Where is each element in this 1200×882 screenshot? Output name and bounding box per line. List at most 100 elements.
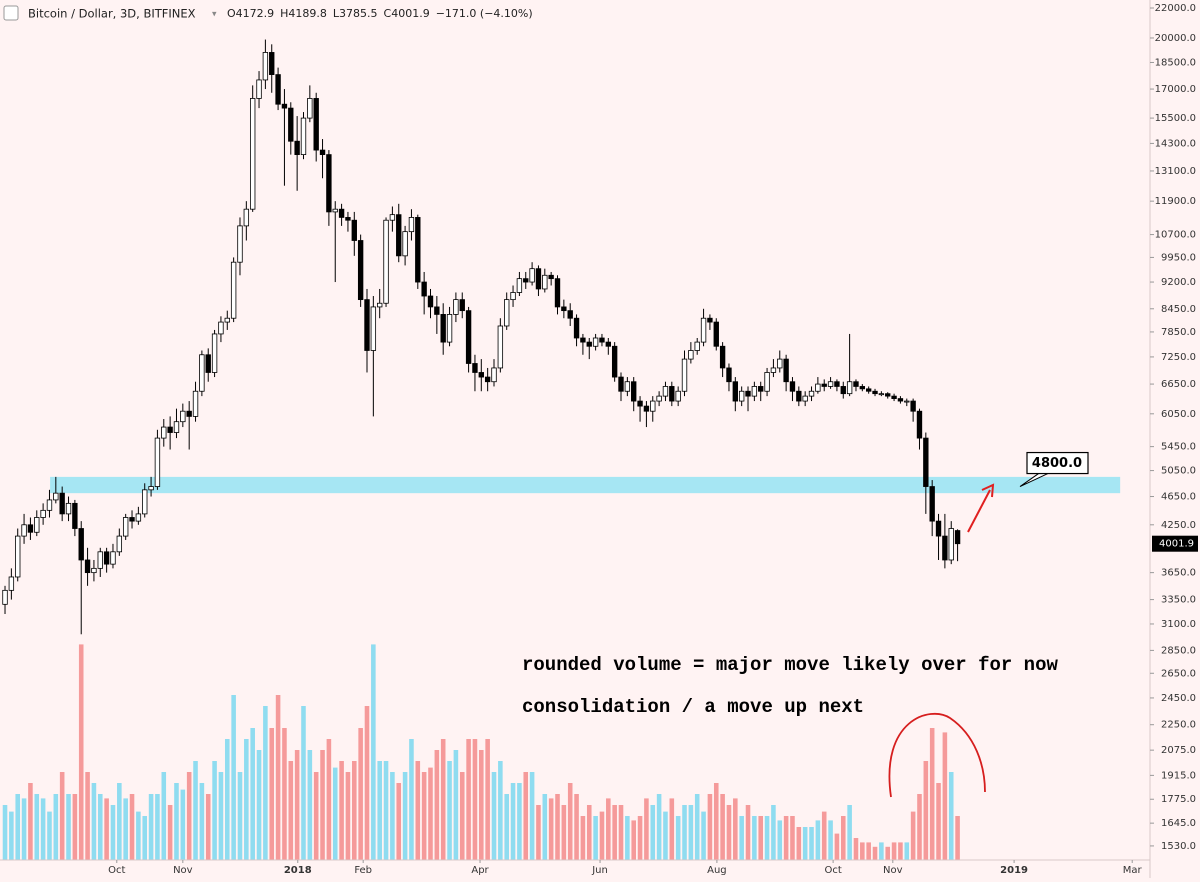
volume-bar [650,805,656,860]
volume-bar [764,816,770,860]
volume-bar [485,739,490,860]
candle-body [97,551,103,569]
volume-bar [936,783,941,860]
candle-body [764,372,770,392]
volume-bar [301,706,306,860]
candle-body [40,509,46,518]
volume-bar [917,794,922,860]
candle-body [586,341,592,347]
candle-body [504,299,510,327]
candle-body [434,306,440,315]
readout-value: C4001.9 [384,7,430,20]
volume-bar [606,798,611,860]
volume-bar [955,816,960,860]
volume-bar [97,794,103,860]
candle-body [707,317,713,323]
volume-bar [237,772,243,860]
candle-body [78,528,84,561]
y-tick-label: 17000.0 [1155,84,1196,95]
candle-body [307,98,313,119]
volume-bar [72,794,78,860]
volume-bar [853,838,859,860]
candle-body [211,333,218,373]
volume-bar [415,761,421,860]
arrow-head [981,483,995,498]
volume-bar [15,794,21,860]
volume-bar [2,805,8,860]
candle-body [618,376,624,392]
volume-bar [453,750,459,860]
candle-body [910,400,916,412]
volume-bar [352,761,357,860]
volume-bar [891,842,897,860]
volume-bar [733,798,738,860]
volume-bar [840,816,846,860]
candle-body [478,372,484,378]
candle-body [732,381,739,402]
y-tick-label: 15500.0 [1155,113,1196,124]
volume-bar [758,816,764,860]
candle-body [916,410,923,439]
volume-bar [34,794,40,860]
candle-body [891,395,897,399]
candle-body [694,341,700,351]
candle-body [675,390,681,402]
candle-body [783,358,789,383]
candle-body [821,383,827,387]
candle-body [319,149,326,156]
volume-bar [574,794,579,860]
volume-bar [726,805,732,860]
candle-body [408,217,415,233]
candle-body [688,350,694,360]
candle-body [948,528,954,561]
volume-bar [428,767,433,860]
x-tick-label: Oct [824,865,841,876]
volume-bar [332,767,338,860]
volume-bar [821,811,827,860]
candle-body [294,140,300,156]
x-tick-label: Feb [354,865,372,876]
y-tick-label: 8450.0 [1161,304,1196,315]
candle-body [751,386,758,397]
y-tick-label: 11900.0 [1155,196,1196,207]
volume-bar [224,739,230,860]
candle-body [865,388,872,392]
y-tick-label: 22000.0 [1155,3,1196,14]
dropdown-caret[interactable]: ▾ [212,10,217,20]
volume-bar [53,794,59,860]
volume-bar [879,842,884,860]
callout-label: 4800.0 [1032,456,1082,471]
volume-bar [193,761,198,860]
y-tick-label: 9950.0 [1161,252,1196,263]
candle-body [472,363,478,373]
hand-drawn-arc [888,712,986,798]
volume-bar [847,805,852,860]
volume-bar [40,798,46,860]
y-tick-label: 10700.0 [1155,230,1196,241]
candle-body [72,502,78,529]
y-tick-label: 4650.0 [1161,492,1196,503]
candle-body [173,421,180,433]
volume-bar [567,783,573,860]
volume-bar [713,783,719,860]
y-tick-label: 3350.0 [1161,595,1196,606]
y-tick-label: 5050.0 [1161,466,1196,477]
volume-bar [498,761,503,860]
volume-bar [828,820,833,860]
volume-bar [701,811,706,860]
volume-bar [834,833,840,860]
volume-bar [275,695,281,860]
candle-body [46,499,53,511]
volume-bar [796,827,802,860]
volume-bar [123,798,128,860]
candle-body [281,103,288,109]
y-tick-label: 2850.0 [1161,645,1196,656]
candle-body [872,390,878,395]
y-tick-label: 18500.0 [1155,57,1196,68]
symbol-icon[interactable] [3,5,19,21]
y-tick-label: 2250.0 [1161,720,1196,731]
candle-body [573,317,580,339]
volume-bar [313,772,319,860]
readout-value: O4172.9 [227,7,274,20]
volume-bar [78,644,84,860]
